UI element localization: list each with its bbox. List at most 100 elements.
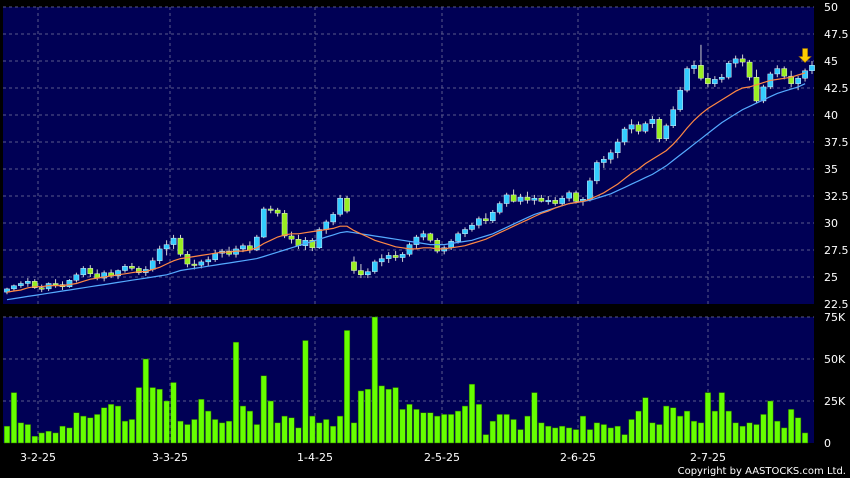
volume-bar — [260, 375, 267, 444]
candle-body — [524, 196, 531, 201]
candle-body — [594, 162, 600, 182]
candle-body — [469, 224, 475, 230]
volume-bar — [642, 397, 649, 444]
candle-body — [18, 283, 24, 286]
volume-bar — [468, 383, 475, 444]
candle-body — [309, 240, 316, 249]
candle-body — [718, 76, 725, 80]
candlestick — [427, 232, 434, 243]
volume-bar — [482, 434, 489, 444]
candlestick — [621, 126, 628, 146]
candlestick — [607, 149, 614, 164]
price-tick-label: 30 — [824, 217, 838, 230]
candle-body — [122, 266, 128, 271]
candle-body — [809, 65, 815, 71]
volume-bar — [753, 424, 760, 444]
candle-body — [323, 221, 330, 230]
candlestick — [156, 245, 163, 265]
candle-body — [496, 203, 503, 213]
volume-bar — [246, 410, 253, 444]
candle-body — [712, 79, 718, 84]
candlestick — [462, 227, 468, 238]
volume-bar — [226, 420, 233, 444]
volume-bar — [448, 414, 455, 444]
volume-bar — [337, 415, 344, 444]
volume-bar — [364, 388, 371, 444]
volume-bar — [198, 399, 205, 444]
volume-bar — [184, 424, 191, 444]
candle-body — [378, 258, 385, 263]
candle-body — [573, 192, 579, 202]
candle-body — [448, 241, 454, 249]
volume-bar — [177, 420, 184, 444]
candlestick — [177, 234, 184, 257]
candle-body — [642, 123, 649, 132]
volume-bar — [378, 385, 385, 444]
volume-bar — [101, 407, 108, 444]
volume-bar — [593, 422, 600, 444]
volume-bar — [767, 400, 774, 444]
candle-body — [628, 124, 635, 130]
volume-bar — [267, 400, 274, 444]
candlestick — [739, 54, 746, 67]
volume-bar — [191, 419, 198, 444]
candle-body — [566, 192, 572, 199]
volume-bar — [802, 432, 809, 444]
volume-bar — [510, 419, 517, 444]
candle-body — [538, 197, 545, 202]
volume-tick-label: 50K — [824, 353, 846, 366]
candle-body — [781, 68, 788, 77]
volume-bar — [732, 422, 739, 444]
candle-body — [510, 194, 517, 202]
candlestick — [712, 76, 718, 87]
candle-body — [66, 280, 73, 287]
volume-bar — [406, 404, 413, 444]
candlestick — [809, 61, 815, 74]
candlestick — [677, 86, 683, 112]
volume-bar — [121, 420, 128, 444]
candlestick — [628, 119, 635, 134]
date-tick-label: 2-7-25 — [690, 451, 726, 464]
price-tick-label: 47.5 — [824, 28, 849, 41]
candle-body — [677, 89, 683, 110]
candle-body — [732, 58, 739, 64]
candle-body — [351, 261, 357, 271]
candlestick — [594, 160, 600, 185]
volume-bar — [628, 419, 635, 444]
candlestick — [371, 259, 378, 274]
candlestick — [274, 207, 281, 217]
candlestick — [670, 106, 677, 128]
volume-bar — [774, 420, 781, 444]
candle-body — [559, 197, 565, 204]
volume-bar — [455, 410, 462, 444]
volume-bar — [489, 420, 496, 444]
ma-long-line — [6, 83, 806, 301]
volume-bar — [586, 429, 593, 444]
candlestick — [552, 197, 559, 206]
candle-body — [31, 281, 38, 289]
volume-tick-label: 25K — [824, 395, 846, 408]
date-tick-label: 2-6-25 — [560, 451, 596, 464]
candlestick — [18, 281, 24, 288]
volume-bar — [788, 409, 795, 444]
candlestick — [496, 201, 503, 215]
volume-bar — [579, 415, 587, 444]
candlestick — [601, 156, 607, 168]
candle-body — [670, 109, 677, 126]
price-tick-label: 27.5 — [824, 244, 849, 257]
volume-bar — [711, 410, 718, 444]
candle-body — [281, 213, 288, 237]
volume-bar — [156, 388, 163, 444]
candlestick — [684, 66, 690, 93]
candlestick — [337, 194, 343, 217]
volume-bar — [10, 392, 17, 444]
candlestick — [101, 270, 107, 282]
candlestick — [392, 251, 399, 261]
candle-body — [399, 254, 406, 258]
candle-body — [621, 128, 628, 143]
volume-bar — [309, 415, 316, 444]
candlestick — [170, 234, 177, 249]
candlestick — [87, 265, 94, 277]
candle-body — [260, 208, 267, 238]
